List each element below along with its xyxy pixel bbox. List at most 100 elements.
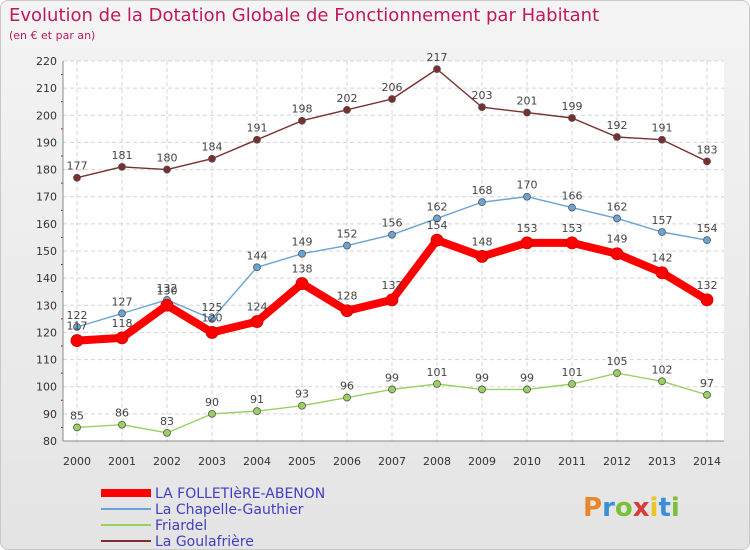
data-point — [568, 380, 576, 388]
legend-label: La Goulafrière — [155, 534, 254, 550]
data-point — [253, 135, 261, 144]
data-point — [70, 334, 84, 347]
x-tick-label: 2007 — [378, 455, 406, 468]
axes: 8090100110120130140150160170180190200210… — [36, 55, 724, 468]
data-label: 162 — [427, 200, 448, 213]
y-tick-label: 220 — [36, 55, 57, 68]
x-tick-label: 2001 — [108, 455, 136, 468]
x-tick-label: 2013 — [648, 455, 676, 468]
data-point — [208, 409, 216, 418]
data-point — [568, 203, 576, 212]
data-point — [118, 162, 126, 171]
data-label: 83 — [160, 415, 174, 428]
data-point — [613, 133, 621, 141]
series-lines — [70, 65, 714, 437]
data-label: 183 — [697, 143, 718, 156]
data-labels: 177 181 180 184 191 198 202 206 217 203 201 199 192 1… — [67, 51, 718, 428]
x-tick-label: 2012 — [603, 455, 631, 468]
data-point — [430, 233, 444, 247]
data-label: 90 — [205, 396, 219, 409]
data-point — [658, 377, 666, 386]
data-label: 154 — [427, 219, 448, 232]
data-point — [343, 105, 351, 114]
logo-letter: i — [650, 493, 659, 523]
x-tick-label: 2005 — [288, 455, 316, 468]
data-label: 144 — [247, 249, 268, 262]
data-point — [205, 326, 219, 339]
data-point — [478, 385, 486, 394]
data-label: 97 — [700, 377, 714, 390]
x-tick-label: 2011 — [558, 455, 586, 468]
data-point — [703, 236, 711, 245]
data-label: 191 — [247, 122, 268, 135]
x-tick-label: 2006 — [333, 455, 361, 468]
data-label: 153 — [562, 222, 583, 235]
data-label: 154 — [697, 222, 718, 235]
data-point — [703, 157, 711, 166]
data-label: 149 — [607, 233, 628, 246]
data-label: 168 — [472, 184, 493, 197]
proxiti-logo: Proxiti — [583, 493, 680, 523]
data-label: 99 — [475, 371, 489, 384]
data-point — [160, 298, 174, 312]
data-label: 149 — [292, 236, 313, 249]
logo-letter: i — [671, 493, 680, 523]
data-label: 125 — [202, 301, 223, 314]
y-tick-label: 80 — [43, 435, 57, 448]
y-tick-label: 120 — [36, 326, 57, 339]
logo-letter: P — [583, 493, 602, 523]
data-point — [700, 293, 714, 307]
data-point — [208, 154, 216, 163]
data-label: 102 — [652, 363, 673, 376]
data-label: 138 — [292, 263, 313, 276]
data-point — [163, 165, 171, 174]
data-point — [343, 393, 351, 402]
y-tick-label: 130 — [36, 299, 57, 312]
x-tick-label: 2010 — [513, 455, 541, 468]
data-point — [118, 309, 126, 318]
data-point — [658, 135, 666, 144]
data-point — [478, 198, 486, 207]
data-point — [163, 428, 171, 437]
data-label: 153 — [517, 222, 538, 235]
data-label: 152 — [337, 228, 358, 241]
legend-label: LA FOLLETIèRE-ABENON — [155, 486, 325, 502]
data-point — [298, 401, 306, 410]
y-tick-label: 140 — [36, 272, 57, 285]
y-tick-label: 210 — [36, 82, 57, 95]
data-point — [343, 241, 351, 250]
data-label: 170 — [517, 179, 538, 192]
data-point — [478, 103, 486, 112]
data-point — [388, 230, 396, 239]
data-label: 166 — [562, 190, 583, 203]
data-point — [298, 116, 306, 125]
data-point — [523, 192, 531, 201]
data-point — [523, 385, 531, 394]
y-tick-label: 180 — [36, 164, 57, 177]
data-label: 201 — [517, 95, 538, 108]
data-label: 128 — [337, 290, 358, 303]
data-point — [73, 173, 81, 182]
y-tick-label: 160 — [36, 218, 57, 231]
logo-letter: t — [658, 493, 670, 523]
data-label: 99 — [520, 371, 534, 384]
x-tick-label: 2008 — [423, 455, 451, 468]
data-point — [73, 423, 81, 432]
data-point — [655, 266, 669, 280]
data-label: 148 — [472, 235, 493, 248]
data-label: 191 — [652, 122, 673, 135]
data-point — [118, 420, 126, 429]
data-label: 180 — [157, 152, 178, 165]
x-tick-label: 2003 — [198, 455, 226, 468]
data-label: 132 — [697, 279, 718, 292]
data-point — [613, 214, 621, 223]
y-tick-label: 150 — [36, 245, 57, 258]
data-label: 198 — [292, 103, 313, 116]
data-label: 162 — [607, 200, 628, 213]
data-label: 124 — [247, 301, 268, 314]
data-point — [298, 249, 306, 258]
legend-label: La Chapelle-Gauthier — [155, 502, 304, 518]
